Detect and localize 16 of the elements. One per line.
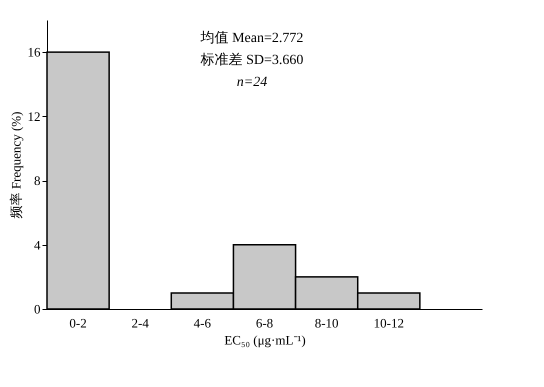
- annotation: 标准差 SD=3.660: [200, 52, 304, 68]
- y-tick-label: 16: [28, 44, 41, 60]
- annotation: n=24: [236, 75, 268, 90]
- y-tick-label: 0: [34, 302, 40, 316]
- x-tick-label: 0-2: [69, 316, 87, 330]
- y-tick-label: 8: [34, 173, 40, 188]
- y-axis-title: 频率 Frequency (%): [8, 112, 24, 218]
- annotation: 均值 Mean=2.772: [200, 30, 304, 46]
- y-tick-label: 4: [34, 237, 41, 252]
- x-tick-label: 10-12: [374, 316, 404, 330]
- x-tick-label: 8-10: [314, 316, 339, 330]
- y-tick-label: 12: [28, 108, 40, 124]
- x-axis-title: EC₅₀ (μg·mL⁻¹): [224, 332, 306, 348]
- x-tick-label: 4-6: [194, 316, 212, 330]
- x-tick-label: 6-8: [256, 316, 274, 330]
- x-tick-label: 2-4: [132, 316, 150, 330]
